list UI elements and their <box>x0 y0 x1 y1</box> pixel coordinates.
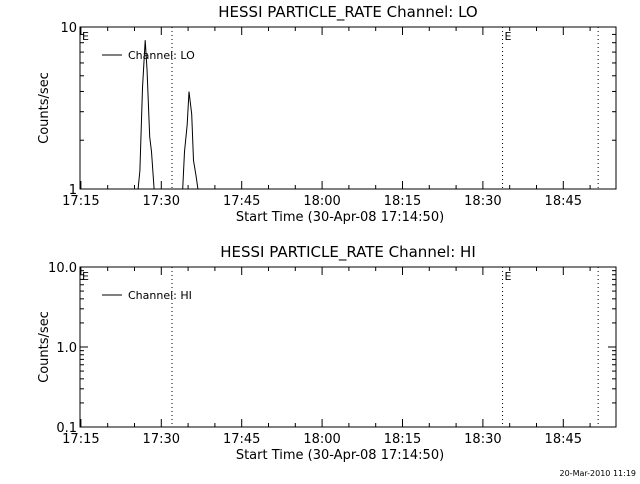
x-tick-label: 18:00 <box>303 432 340 447</box>
x-tick-label: 17:15 <box>62 194 99 209</box>
x-axis-label: Start Time (30-Apr-08 17:14:50) <box>236 210 444 225</box>
x-axis-label: Start Time (30-Apr-08 17:14:50) <box>236 448 444 463</box>
legend-entry: Channel: HI <box>128 289 192 302</box>
y-tick-label: 0.1 <box>56 421 77 436</box>
x-tick-label: 18:15 <box>384 194 421 209</box>
y-tick-label: 10.0 <box>48 261 77 276</box>
x-tick-label: 18:45 <box>545 432 582 447</box>
event-marker-label: E <box>505 270 512 283</box>
legend-entry: Channel: LO <box>128 49 195 62</box>
x-tick-label: 18:30 <box>464 432 501 447</box>
y-tick-label: 10 <box>60 21 77 36</box>
x-tick-label: 17:15 <box>62 432 99 447</box>
x-tick-label: 18:15 <box>384 432 421 447</box>
x-tick-label: 17:30 <box>143 432 180 447</box>
chart-title: HESSI PARTICLE_RATE Channel: LO <box>218 3 477 22</box>
x-tick-label: 17:45 <box>223 194 260 209</box>
x-tick-label: 18:30 <box>464 194 501 209</box>
x-tick-label: 17:30 <box>143 194 180 209</box>
event-marker-label: E <box>82 270 89 283</box>
chart-title: HESSI PARTICLE_RATE Channel: HI <box>220 243 476 262</box>
event-marker-label: E <box>82 30 89 43</box>
y-axis-label: Counts/sec <box>37 72 52 144</box>
x-tick-label: 18:00 <box>303 194 340 209</box>
footer-stamp-svg: 20-Mar-2010 11:19 <box>560 469 637 478</box>
x-tick-label: 18:45 <box>545 194 582 209</box>
event-marker-label: E <box>505 30 512 43</box>
y-axis-label: Counts/sec <box>37 311 52 383</box>
x-tick-label: 17:45 <box>223 432 260 447</box>
series-line-channel-lo <box>80 40 616 190</box>
y-tick-label: 1 <box>69 183 77 198</box>
y-tick-label: 1.0 <box>56 341 77 356</box>
